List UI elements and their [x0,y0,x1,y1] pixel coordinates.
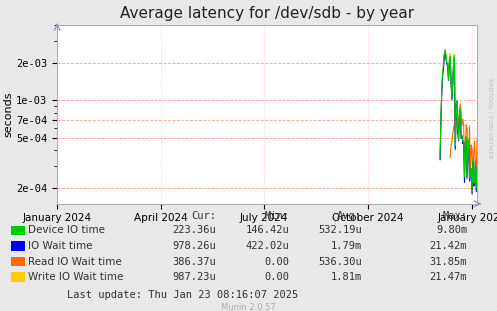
Text: 9.80m: 9.80m [436,225,467,235]
Text: 223.36u: 223.36u [172,225,216,235]
Text: Write IO Wait time: Write IO Wait time [28,272,124,282]
Text: 536.30u: 536.30u [318,257,362,267]
Text: 532.19u: 532.19u [318,225,362,235]
Text: Min:: Min: [264,211,289,221]
Text: 987.23u: 987.23u [172,272,216,282]
Text: 0.00: 0.00 [264,272,289,282]
Text: 978.26u: 978.26u [172,241,216,251]
Text: 21.42m: 21.42m [430,241,467,251]
Text: RRDTOOL / TOBI OETIKER: RRDTOOL / TOBI OETIKER [487,78,492,159]
Y-axis label: seconds: seconds [3,91,13,137]
Text: 1.79m: 1.79m [331,241,362,251]
Text: IO Wait time: IO Wait time [28,241,93,251]
Text: 1.81m: 1.81m [331,272,362,282]
Text: Avg:: Avg: [337,211,362,221]
Title: Average latency for /dev/sdb - by year: Average latency for /dev/sdb - by year [120,6,414,21]
Text: Device IO time: Device IO time [28,225,105,235]
Text: Cur:: Cur: [191,211,216,221]
Text: 422.02u: 422.02u [246,241,289,251]
Text: 386.37u: 386.37u [172,257,216,267]
Text: Read IO Wait time: Read IO Wait time [28,257,122,267]
Text: 31.85m: 31.85m [430,257,467,267]
Text: Last update: Thu Jan 23 08:16:07 2025: Last update: Thu Jan 23 08:16:07 2025 [67,290,298,300]
Text: Munin 2.0.57: Munin 2.0.57 [221,303,276,311]
Text: 0.00: 0.00 [264,257,289,267]
Text: 21.47m: 21.47m [430,272,467,282]
Text: Max:: Max: [442,211,467,221]
Text: 146.42u: 146.42u [246,225,289,235]
